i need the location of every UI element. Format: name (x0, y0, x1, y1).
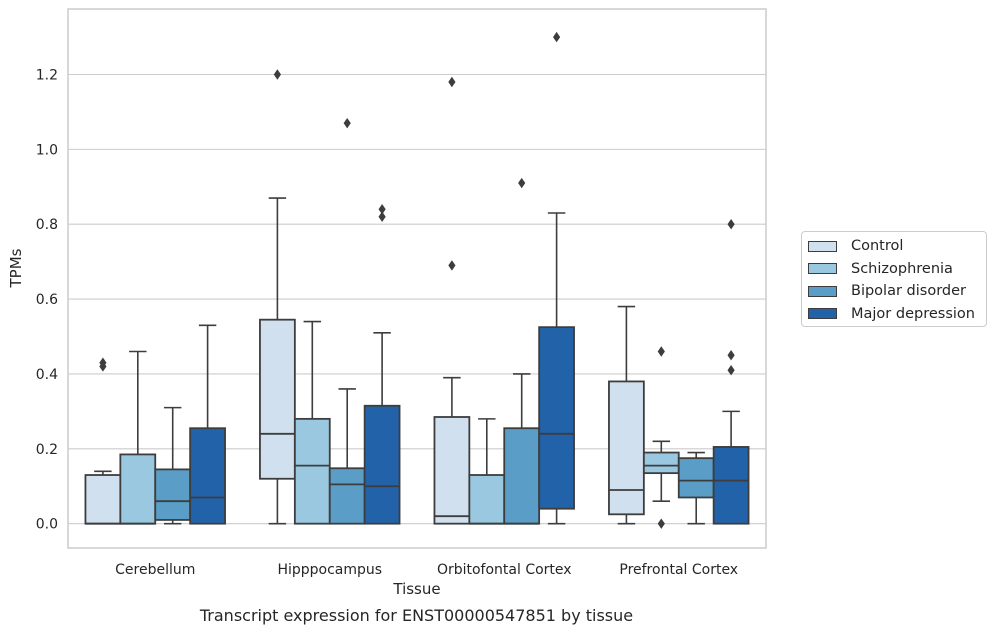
box-iqr (328, 467, 366, 525)
y-tick-label: 1.0 (36, 142, 58, 158)
box-schizophrenia (468, 418, 506, 525)
outlier-point (727, 350, 735, 361)
outlier-point (448, 76, 456, 88)
outlier-point (553, 31, 561, 43)
y-axis-label: TPMs (7, 248, 25, 288)
box-schizophrenia (119, 350, 157, 525)
plot-frame (67, 8, 767, 549)
box-series (84, 31, 750, 529)
legend-item: Bipolar disorder (808, 280, 986, 303)
outlier-point (273, 69, 281, 80)
box-bipolar-disorder (503, 177, 541, 525)
box-iqr (608, 380, 645, 516)
legend-item: Control (808, 235, 986, 258)
x-tick-label: Cerebellum (115, 562, 195, 578)
box-schizophrenia (293, 320, 331, 525)
outlier-point (657, 346, 665, 357)
legend-swatch (808, 240, 837, 252)
y-tick-label: 0.6 (36, 292, 58, 308)
legend: Control Schizophrenia Bipolar disorder Majo… (801, 231, 987, 327)
x-tick-labels: Cerebellum Hipppocampus Orbitofontal Corte… (115, 562, 738, 578)
axes-frame (67, 8, 767, 549)
legend-label: Bipolar disorder (851, 283, 966, 300)
y-tick-label: 0.8 (36, 217, 58, 233)
legend-label: Major depression (851, 305, 975, 322)
legend-label: Control (851, 238, 904, 255)
box-iqr (677, 457, 715, 499)
box-iqr (84, 474, 122, 525)
box-major-depression (189, 324, 226, 525)
x-tick-label: Orbitofontal Cortex (437, 562, 572, 578)
y-tick-labels: 0.0 0.2 0.4 0.6 0.8 1.0 1.2 (36, 68, 58, 533)
legend-item: Major depression (808, 303, 986, 326)
box-bipolar-disorder (677, 451, 715, 525)
outlier-point (378, 211, 386, 222)
x-tick-label: Hipppocampus (277, 562, 382, 578)
chart-caption: Transcript expression for ENST0000054785… (199, 606, 634, 625)
y-tick-label: 1.2 (36, 68, 58, 84)
y-tick-label: 0.2 (36, 442, 58, 458)
legend-item: Schizophrenia (808, 258, 986, 281)
box-control (259, 69, 296, 525)
box-major-depression (363, 204, 401, 525)
box-major-depression (538, 31, 575, 525)
box-iqr (189, 427, 226, 525)
legend-swatch (808, 263, 837, 275)
x-axis-label: Tissue (392, 580, 440, 598)
box-control (84, 357, 122, 525)
box-bipolar-disorder (154, 406, 192, 525)
box-iqr (119, 453, 157, 525)
outlier-point (657, 518, 665, 529)
box-iqr (433, 416, 471, 525)
outlier-point (343, 117, 351, 129)
box-iqr (154, 468, 192, 521)
x-tick-label: Prefrontal Cortex (619, 562, 738, 578)
outlier-point (727, 365, 735, 376)
box-iqr (259, 318, 296, 480)
outlier-point (448, 260, 456, 271)
legend-swatch (808, 285, 837, 297)
box-iqr (503, 427, 541, 525)
box-major-depression (712, 219, 750, 525)
outlier-point (518, 177, 526, 189)
box-iqr (712, 446, 750, 525)
y-tick-label: 0.4 (36, 367, 58, 383)
gridlines (68, 73, 766, 525)
box-bipolar-disorder (328, 117, 366, 525)
box-iqr (642, 451, 680, 475)
legend-swatch (808, 308, 837, 320)
box-iqr (293, 417, 331, 525)
box-iqr (538, 326, 575, 510)
box-control (608, 305, 645, 525)
box-iqr (363, 404, 401, 525)
y-tick-label: 0.0 (36, 517, 58, 533)
box-control (433, 76, 471, 525)
outlier-point (727, 219, 735, 230)
outlier-point (99, 357, 107, 368)
box-iqr (468, 474, 506, 525)
legend-label: Schizophrenia (851, 260, 953, 277)
outlier-point (378, 204, 386, 215)
